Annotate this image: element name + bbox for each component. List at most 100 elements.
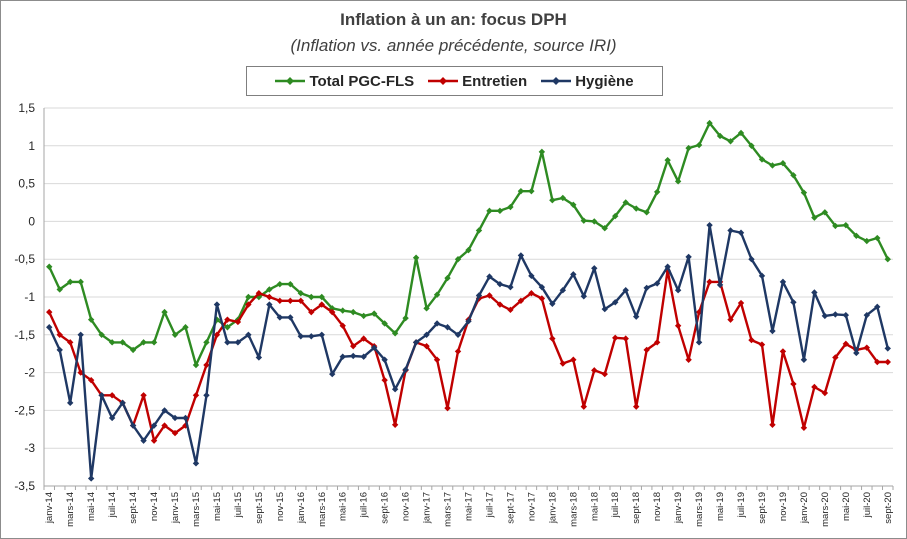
data-point (87, 475, 95, 482)
data-point (674, 286, 682, 294)
data-point (727, 227, 734, 234)
x-tick-label: mars-20 (820, 492, 831, 527)
data-point (842, 311, 850, 319)
data-point (653, 280, 661, 287)
y-tick-label: 1 (28, 139, 35, 153)
x-tick-label: mars-15 (191, 492, 202, 527)
data-point (171, 414, 179, 422)
data-point (758, 341, 766, 348)
data-point (287, 314, 294, 321)
data-point (213, 331, 221, 338)
data-point (203, 361, 210, 369)
data-point (674, 322, 682, 329)
data-point (591, 367, 598, 374)
data-point (150, 339, 158, 346)
data-point (507, 306, 514, 314)
data-point (528, 290, 535, 297)
data-point (129, 346, 137, 354)
data-point (790, 299, 797, 306)
data-point (255, 354, 263, 361)
data-point (402, 366, 409, 373)
data-point (255, 293, 263, 301)
x-tick-label: juil-14 (107, 492, 118, 518)
data-point (874, 358, 881, 366)
data-point (161, 308, 168, 316)
data-point (517, 252, 525, 259)
data-point (716, 281, 724, 289)
data-point (538, 283, 546, 291)
data-point (318, 293, 325, 301)
data-point (695, 308, 703, 316)
x-tick-label: janv-17 (422, 492, 433, 524)
y-tick-label: 1,5 (18, 101, 35, 115)
y-tick-label: -2,5 (14, 403, 35, 417)
data-point (570, 201, 577, 208)
data-point (46, 263, 53, 270)
x-tick-label: juil-18 (610, 492, 621, 518)
data-point (695, 141, 703, 149)
data-point (276, 280, 284, 288)
data-point (67, 278, 74, 286)
y-tick-label: 0 (28, 214, 35, 228)
data-point (800, 424, 808, 431)
legend-label-hygiene: Hygiène (575, 72, 634, 90)
data-point (737, 229, 745, 236)
series-2 (46, 221, 891, 482)
data-point (129, 422, 137, 429)
chart-legend: Total PGC-FLS Entretien Hygiène (246, 66, 663, 96)
data-point (496, 280, 504, 288)
legend-swatch-hygiene (541, 77, 572, 85)
data-point (580, 403, 587, 410)
x-tick-label: mai-17 (464, 492, 475, 521)
x-tick-label: janv-18 (547, 492, 558, 524)
data-point (119, 339, 126, 346)
data-point (350, 352, 357, 360)
data-point (486, 273, 493, 280)
data-point (528, 187, 535, 195)
data-point (391, 386, 399, 393)
data-point (402, 314, 409, 322)
data-point (108, 414, 116, 422)
data-point (559, 286, 567, 294)
data-point (255, 290, 263, 297)
data-point (486, 292, 493, 299)
data-point (832, 222, 839, 230)
x-tick-label: juil-17 (484, 492, 495, 518)
data-point (87, 316, 95, 323)
data-point (549, 197, 556, 204)
data-point (685, 356, 692, 363)
data-point (433, 291, 441, 298)
data-point (287, 280, 294, 288)
series-layer (46, 119, 891, 482)
data-point (56, 331, 63, 338)
data-point (433, 356, 441, 363)
data-point (727, 138, 734, 145)
data-point (863, 344, 870, 351)
data-point (182, 414, 189, 422)
data-point (486, 207, 493, 215)
data-point (192, 460, 200, 467)
data-point (423, 305, 430, 312)
data-point (234, 318, 242, 326)
data-point (276, 297, 284, 304)
data-point (98, 392, 105, 399)
data-point (339, 307, 346, 314)
x-tick-label: juil-15 (233, 492, 244, 518)
data-point (266, 301, 273, 308)
data-point (591, 265, 598, 272)
data-point (664, 263, 671, 270)
data-point (245, 293, 252, 301)
data-point (800, 356, 808, 363)
data-point (465, 246, 472, 254)
data-point (758, 156, 766, 163)
data-point (737, 129, 745, 137)
data-point (653, 339, 661, 346)
x-axis: janv-14 mars-14 mai-14 juil-14 sept-14 nov-14… (43, 485, 894, 527)
data-point (538, 295, 546, 302)
data-point (580, 217, 587, 224)
x-tick-label: mai-20 (841, 492, 852, 521)
data-point (748, 142, 755, 149)
data-point (779, 278, 787, 286)
legend-swatch-total (275, 77, 306, 85)
